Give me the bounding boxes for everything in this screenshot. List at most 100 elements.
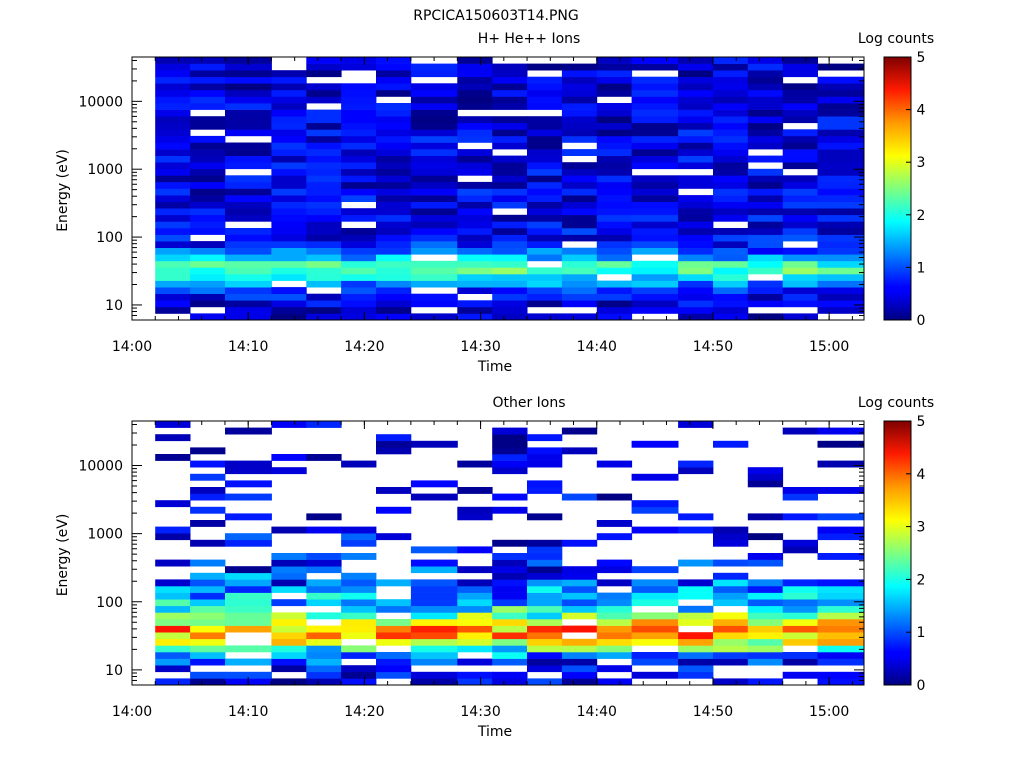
- heatmap-cell: [596, 142, 633, 150]
- heatmap-cell: [225, 181, 272, 189]
- heatmap-cell: [747, 57, 784, 64]
- heatmap-cell: [155, 526, 191, 534]
- heatmap-cell: [225, 293, 272, 301]
- heatmap-cell: [747, 129, 784, 137]
- heatmap-cell: [747, 280, 784, 288]
- heatmap-cell: [817, 280, 865, 288]
- heatmap-cell: [747, 221, 784, 229]
- heatmap-cell: [190, 260, 226, 268]
- heatmap-cell: [492, 293, 528, 301]
- heatmap-cell: [492, 287, 528, 294]
- heatmap-cell: [457, 678, 493, 686]
- heatmap-cell: [527, 553, 563, 560]
- heatmap-cell: [492, 440, 528, 448]
- heatmap-cell: [747, 116, 784, 124]
- heatmap-cell: [747, 76, 784, 84]
- heatmap-cell: [190, 241, 226, 248]
- heatmap-cell: [713, 526, 749, 534]
- heatmap-cell: [271, 122, 307, 130]
- heatmap-cell: [457, 228, 493, 235]
- x-tick-label: 14:30: [460, 704, 500, 720]
- heatmap-cell: [527, 247, 563, 255]
- heatmap-cell: [817, 638, 865, 646]
- heatmap-cell: [155, 599, 191, 607]
- heatmap-cell: [747, 586, 784, 593]
- heatmap-cell: [678, 592, 714, 600]
- heatmap-cell: [782, 652, 818, 659]
- heatmap-cell: [225, 70, 272, 78]
- heatmap-cell: [155, 149, 191, 156]
- heatmap-cell: [225, 513, 272, 521]
- heatmap-cell: [561, 175, 598, 183]
- heatmap-cell: [155, 247, 191, 255]
- heatmap-cell: [713, 287, 749, 294]
- heatmap-cell: [631, 155, 679, 163]
- heatmap-cell: [747, 195, 784, 202]
- heatmap-cell: [817, 142, 865, 150]
- y-axis-label: Energy (eV): [55, 514, 71, 597]
- heatmap-cell: [306, 162, 342, 170]
- colorbar: [883, 56, 912, 321]
- heatmap-cell: [817, 605, 865, 613]
- heatmap-cell: [492, 678, 528, 686]
- heatmap-cell: [155, 214, 191, 222]
- heatmap-cell: [410, 619, 458, 626]
- heatmap-cell: [492, 454, 528, 461]
- heatmap-cell: [678, 287, 714, 294]
- heatmap-cell: [817, 293, 865, 301]
- heatmap-cell: [225, 208, 272, 216]
- heatmap-cell: [747, 480, 784, 488]
- heatmap-cell: [271, 526, 307, 534]
- heatmap-cell: [713, 129, 749, 137]
- heatmap-cell: [747, 83, 784, 91]
- heatmap-cell: [190, 612, 226, 620]
- heatmap-cell: [306, 526, 342, 534]
- heatmap-cell: [190, 313, 226, 321]
- heatmap-cell: [492, 559, 528, 567]
- y-tick-label: 1000: [87, 527, 123, 543]
- heatmap-cell: [747, 214, 784, 222]
- heatmap-cell: [341, 228, 377, 235]
- heatmap-cell: [271, 566, 307, 574]
- heatmap-cell: [631, 208, 679, 216]
- heatmap-cell: [782, 671, 818, 679]
- heatmap-cell: [527, 116, 563, 124]
- heatmap-cell: [271, 467, 307, 475]
- heatmap-cell: [527, 195, 563, 202]
- heatmap-cell: [306, 559, 342, 567]
- heatmap-cell: [596, 559, 633, 567]
- heatmap-cell: [306, 671, 342, 679]
- heatmap-cell: [527, 480, 563, 488]
- heatmap-cell: [678, 76, 714, 84]
- heatmap-cell: [678, 612, 714, 620]
- heatmap-cell: [782, 260, 818, 268]
- heatmap-cell: [678, 162, 714, 170]
- heatmap-cell: [492, 658, 528, 666]
- heatmap-cell: [225, 645, 272, 653]
- heatmap-cell: [782, 221, 818, 229]
- heatmap-cell: [817, 592, 865, 600]
- heatmap-cell: [596, 221, 633, 229]
- heatmap-cell: [596, 241, 633, 248]
- heatmap-cell: [747, 513, 784, 521]
- heatmap-cell: [271, 76, 307, 84]
- heatmap-cell: [817, 83, 865, 91]
- heatmap-cell: [155, 260, 191, 268]
- heatmap-cell: [341, 619, 377, 626]
- heatmap-cell: [341, 116, 377, 124]
- heatmap-cell: [190, 89, 226, 97]
- heatmap-cell: [410, 149, 458, 156]
- heatmap-cell: [561, 605, 598, 613]
- heatmap-cell: [155, 129, 191, 137]
- heatmap-cell: [190, 447, 226, 455]
- heatmap-cell: [747, 632, 784, 640]
- heatmap-cell: [190, 214, 226, 222]
- heatmap-cell: [678, 175, 714, 183]
- heatmap-cell: [190, 625, 226, 633]
- heatmap-cell: [561, 135, 598, 143]
- heatmap-cell: [817, 228, 865, 235]
- heatmap-cell: [410, 96, 458, 104]
- heatmap-cell: [457, 195, 493, 202]
- heatmap-cell: [190, 592, 226, 600]
- heatmap-cell: [190, 287, 226, 294]
